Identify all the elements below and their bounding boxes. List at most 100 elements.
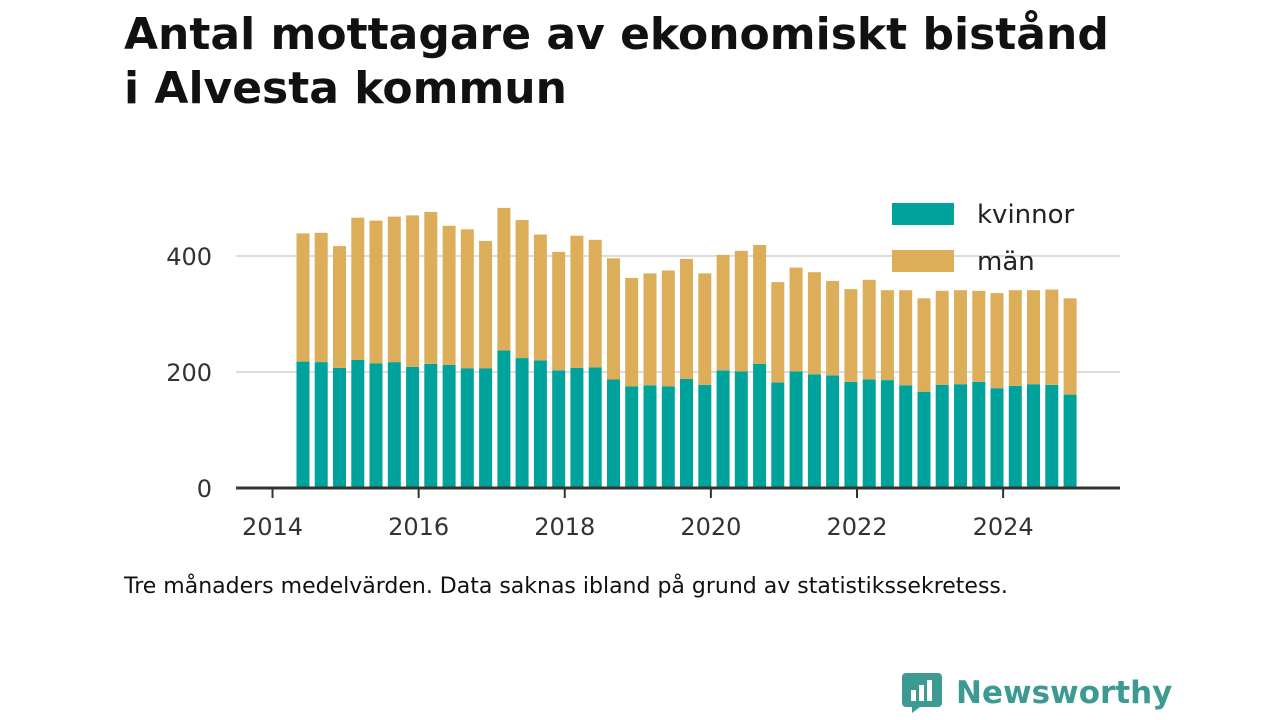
x-tick-label-2016: 2016 bbox=[388, 513, 449, 541]
bar-kvinnor-2018-06 bbox=[588, 367, 602, 488]
chart-title: Antal mottagare av ekonomiskt bistånd i … bbox=[124, 8, 1204, 116]
bar-man-2020-03 bbox=[716, 254, 730, 371]
bar-man-2019-03 bbox=[643, 273, 657, 386]
y-tick-label-400: 400 bbox=[166, 243, 212, 271]
bar-kvinnor-2017-06 bbox=[515, 358, 529, 488]
bar-man-2023-03 bbox=[935, 290, 949, 385]
bar-kvinnor-2021-06 bbox=[807, 374, 821, 488]
chart-title-line-2: i Alvesta kommun bbox=[124, 63, 567, 114]
bar-man-2014-12 bbox=[333, 246, 346, 368]
bar-man-2022-03 bbox=[862, 279, 876, 380]
bar-man-2024-09 bbox=[1045, 289, 1059, 385]
bar-kvinnor-2018-12 bbox=[625, 386, 639, 488]
bars bbox=[296, 207, 1077, 488]
bar-man-2016-03 bbox=[424, 211, 438, 364]
bar-kvinnor-2016-09 bbox=[460, 368, 474, 488]
legend: kvinnor män bbox=[892, 200, 1075, 277]
bar-man-2015-12 bbox=[406, 215, 420, 367]
bar-man-2018-06 bbox=[588, 239, 602, 368]
bar-kvinnor-2024-12 bbox=[1063, 394, 1077, 488]
x-tick-label-2024: 2024 bbox=[973, 513, 1034, 541]
bar-kvinnor-2014-12 bbox=[333, 367, 346, 488]
bar-kvinnor-2020-03 bbox=[716, 370, 730, 488]
bar-man-2018-09 bbox=[607, 258, 620, 380]
bar-kvinnor-2022-09 bbox=[899, 385, 913, 488]
bar-kvinnor-2020-06 bbox=[734, 371, 748, 488]
bar-man-2024-03 bbox=[1008, 290, 1022, 386]
bar-kvinnor-2018-09 bbox=[607, 379, 620, 488]
newsworthy-logo-icon bbox=[902, 673, 942, 713]
bar-kvinnor-2023-12 bbox=[990, 388, 1004, 488]
bar-kvinnor-2019-12 bbox=[698, 384, 712, 488]
bar-kvinnor-2015-09 bbox=[387, 362, 401, 488]
bar-kvinnor-2022-03 bbox=[862, 379, 876, 488]
bar-kvinnor-2014-06 bbox=[296, 361, 310, 488]
bar-kvinnor-2024-06 bbox=[1027, 384, 1040, 488]
bar-kvinnor-2020-12 bbox=[771, 382, 785, 488]
bar-kvinnor-2023-09 bbox=[972, 381, 986, 488]
legend-swatch-man bbox=[892, 250, 954, 272]
bar-man-2017-12 bbox=[552, 251, 566, 371]
x-tick-label-2022: 2022 bbox=[826, 513, 887, 541]
bar-kvinnor-2022-12 bbox=[917, 391, 931, 488]
bar-kvinnor-2016-06 bbox=[442, 365, 456, 488]
bar-man-2015-06 bbox=[369, 220, 383, 364]
bar-man-2019-09 bbox=[680, 258, 693, 379]
legend-swatch-kvinnor bbox=[892, 203, 954, 225]
bar-man-2020-09 bbox=[753, 245, 767, 364]
bar-kvinnor-2015-12 bbox=[406, 366, 420, 488]
bar-man-2024-06 bbox=[1027, 290, 1040, 385]
bar-man-2022-12 bbox=[917, 298, 931, 392]
bar-kvinnor-2023-06 bbox=[954, 384, 967, 488]
x-tick-label-2020: 2020 bbox=[680, 513, 741, 541]
bar-kvinnor-2015-03 bbox=[351, 359, 365, 488]
legend-label-kvinnor: kvinnor bbox=[977, 200, 1075, 230]
bar-kvinnor-2019-09 bbox=[680, 379, 693, 488]
bar-kvinnor-2021-03 bbox=[789, 371, 803, 488]
bar-kvinnor-2024-03 bbox=[1008, 385, 1022, 488]
bar-kvinnor-2019-03 bbox=[643, 385, 657, 488]
bar-kvinnor-2017-12 bbox=[552, 370, 566, 488]
y-tick-label-200: 200 bbox=[166, 359, 212, 387]
bar-man-2022-09 bbox=[899, 290, 913, 386]
bar-man-2022-06 bbox=[880, 290, 894, 381]
bar-kvinnor-2017-09 bbox=[533, 360, 547, 488]
bar-kvinnor-2021-12 bbox=[844, 381, 858, 488]
bar-man-2024-12 bbox=[1063, 298, 1077, 395]
bar-kvinnor-2016-12 bbox=[479, 368, 493, 488]
bar-man-2018-12 bbox=[625, 278, 639, 387]
bar-man-2017-03 bbox=[497, 207, 511, 351]
bar-kvinnor-2021-09 bbox=[826, 375, 840, 488]
bar-man-2021-06 bbox=[807, 272, 821, 375]
bar-man-2021-09 bbox=[826, 280, 840, 376]
bar-man-2016-09 bbox=[460, 229, 474, 369]
bar-kvinnor-2015-06 bbox=[369, 363, 383, 488]
bar-man-2017-09 bbox=[533, 234, 547, 361]
chart-title-line-1: Antal mottagare av ekonomiskt bistånd bbox=[124, 9, 1109, 60]
bar-man-2020-06 bbox=[734, 250, 748, 372]
brand-logo[interactable]: Newsworthy bbox=[902, 668, 1172, 718]
bar-man-2017-06 bbox=[515, 220, 529, 358]
bar-man-2016-06 bbox=[442, 225, 456, 365]
x-tick-label-2014: 2014 bbox=[242, 513, 303, 541]
bar-man-2015-09 bbox=[387, 216, 401, 363]
bar-man-2014-09 bbox=[314, 232, 328, 363]
bar-man-2021-12 bbox=[844, 289, 858, 382]
bar-man-2020-12 bbox=[771, 282, 785, 383]
bar-kvinnor-2022-06 bbox=[880, 380, 894, 488]
bar-kvinnor-2024-09 bbox=[1045, 384, 1059, 488]
bar-man-2014-06 bbox=[296, 233, 310, 362]
axes: 0 200 400 2014 2016 2018 2020 2022 2024 bbox=[166, 243, 1120, 541]
stacked-bar-chart: 0 200 400 2014 2016 2018 2020 2022 2024 kvinnor … bbox=[166, 200, 1120, 541]
bar-man-2018-03 bbox=[570, 235, 584, 368]
bar-kvinnor-2019-06 bbox=[661, 386, 675, 488]
bar-man-2023-12 bbox=[990, 293, 1004, 389]
bar-kvinnor-2018-03 bbox=[570, 367, 584, 488]
bar-man-2023-06 bbox=[954, 290, 967, 385]
bar-man-2016-12 bbox=[479, 240, 493, 369]
bar-kvinnor-2016-03 bbox=[424, 363, 438, 488]
bar-kvinnor-2017-03 bbox=[497, 350, 511, 488]
bar-kvinnor-2014-09 bbox=[314, 362, 328, 488]
bar-kvinnor-2020-09 bbox=[753, 363, 767, 488]
bar-man-2021-03 bbox=[789, 267, 803, 372]
